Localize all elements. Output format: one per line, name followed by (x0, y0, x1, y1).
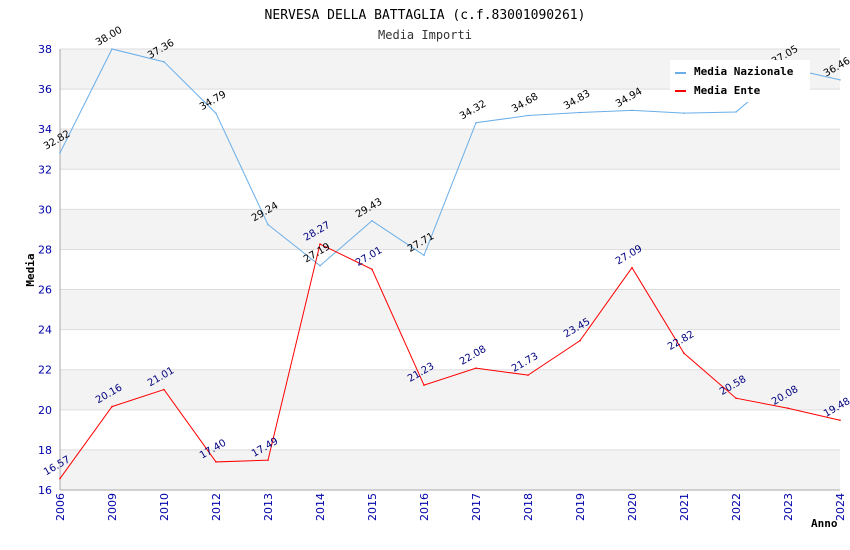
data-point (215, 112, 217, 115)
data-point (59, 152, 61, 154)
x-tick-label: 2013 (262, 493, 275, 521)
data-label: 34.83 (562, 88, 592, 112)
x-tick-label: 2012 (210, 493, 223, 521)
x-axis-label: Anno (811, 517, 838, 530)
y-tick-labels: 16 18 20 22 24 26 28 30 32 34 36 38 (38, 43, 52, 497)
data-point (475, 121, 477, 124)
y-tick-label: 34 (38, 123, 52, 136)
data-point (267, 459, 269, 461)
y-tick-label: 24 (38, 324, 52, 337)
gridlines (60, 48, 840, 491)
data-point (423, 254, 425, 257)
data-label: 34.79 (198, 89, 228, 113)
data-point (839, 419, 841, 422)
chart-subtitle: Media Importi (378, 28, 472, 42)
data-point (683, 352, 685, 355)
x-tick-label: 2017 (470, 493, 483, 521)
data-point (111, 48, 113, 50)
data-point (683, 112, 685, 114)
data-point (423, 384, 425, 386)
data-point (631, 266, 633, 269)
y-tick-label: 22 (38, 364, 52, 377)
x-tick-label: 2023 (782, 493, 795, 521)
data-point (267, 223, 269, 226)
x-tick-labels: 2006 2009 2010 2012 2013 2014 2015 2016 2017 2018… (54, 493, 847, 521)
x-tick-label: 2014 (314, 493, 327, 521)
x-tick-label: 2016 (418, 493, 431, 521)
chart-title: NERVESA DELLA BATTAGLIA (c.f.83001090261… (265, 8, 586, 23)
data-point (215, 461, 217, 463)
data-point (475, 367, 477, 369)
data-label: 38.00 (94, 25, 124, 49)
x-tick-label: 2020 (626, 493, 639, 521)
y-tick-label: 26 (38, 284, 52, 297)
x-tick-label: 2015 (366, 493, 379, 521)
legend-label-ente: Media Ente (694, 84, 761, 97)
series-line-media-ente (59, 243, 841, 479)
grid-bands (60, 49, 840, 490)
y-tick-label: 28 (38, 243, 52, 256)
y-axis-label: Media (24, 253, 37, 286)
data-label: 34.32 (458, 99, 488, 123)
data-point (579, 339, 581, 342)
x-tick-label: 2010 (158, 493, 171, 521)
data-point (735, 111, 737, 113)
data-label: 22.08 (458, 344, 488, 368)
grid-band (60, 289, 840, 330)
data-point (527, 374, 529, 376)
y-tick-label: 32 (38, 163, 52, 176)
data-point (163, 388, 165, 391)
x-tick-label: 2024 (834, 493, 847, 521)
x-tick-label: 2021 (678, 493, 691, 521)
data-point (787, 407, 789, 410)
data-point (59, 477, 61, 480)
data-point (579, 111, 581, 114)
data-point (319, 243, 321, 245)
data-point (371, 268, 373, 271)
data-point (111, 405, 113, 408)
y-tick-label: 20 (38, 404, 52, 417)
series-line-media-nazionale (59, 48, 841, 267)
y-tick-label: 16 (38, 484, 52, 497)
grid-band (60, 449, 840, 490)
y-tick-label: 30 (38, 203, 52, 216)
data-point (319, 264, 321, 267)
legend: Media Nazionale Media Ente (670, 60, 810, 102)
series-lines (59, 48, 841, 480)
data-label: 34.94 (614, 86, 644, 110)
data-label: 34.68 (510, 91, 540, 115)
data-point (371, 219, 373, 222)
grid-band (60, 129, 840, 170)
legend-box (670, 60, 810, 102)
x-tick-label: 2019 (574, 493, 587, 521)
x-tick-label: 2018 (522, 493, 535, 521)
y-tick-label: 36 (38, 83, 52, 96)
data-point (163, 61, 165, 63)
grid-band (60, 209, 840, 250)
x-tick-label: 2006 (54, 493, 67, 521)
y-tick-label: 18 (38, 444, 52, 457)
data-point (735, 397, 737, 399)
x-tick-label: 2009 (106, 493, 119, 521)
data-point (839, 79, 841, 81)
y-tick-label: 38 (38, 43, 52, 56)
legend-label-nazionale: Media Nazionale (694, 65, 794, 78)
data-point (527, 114, 529, 117)
data-point (631, 109, 633, 112)
x-tick-label: 2022 (730, 493, 743, 521)
